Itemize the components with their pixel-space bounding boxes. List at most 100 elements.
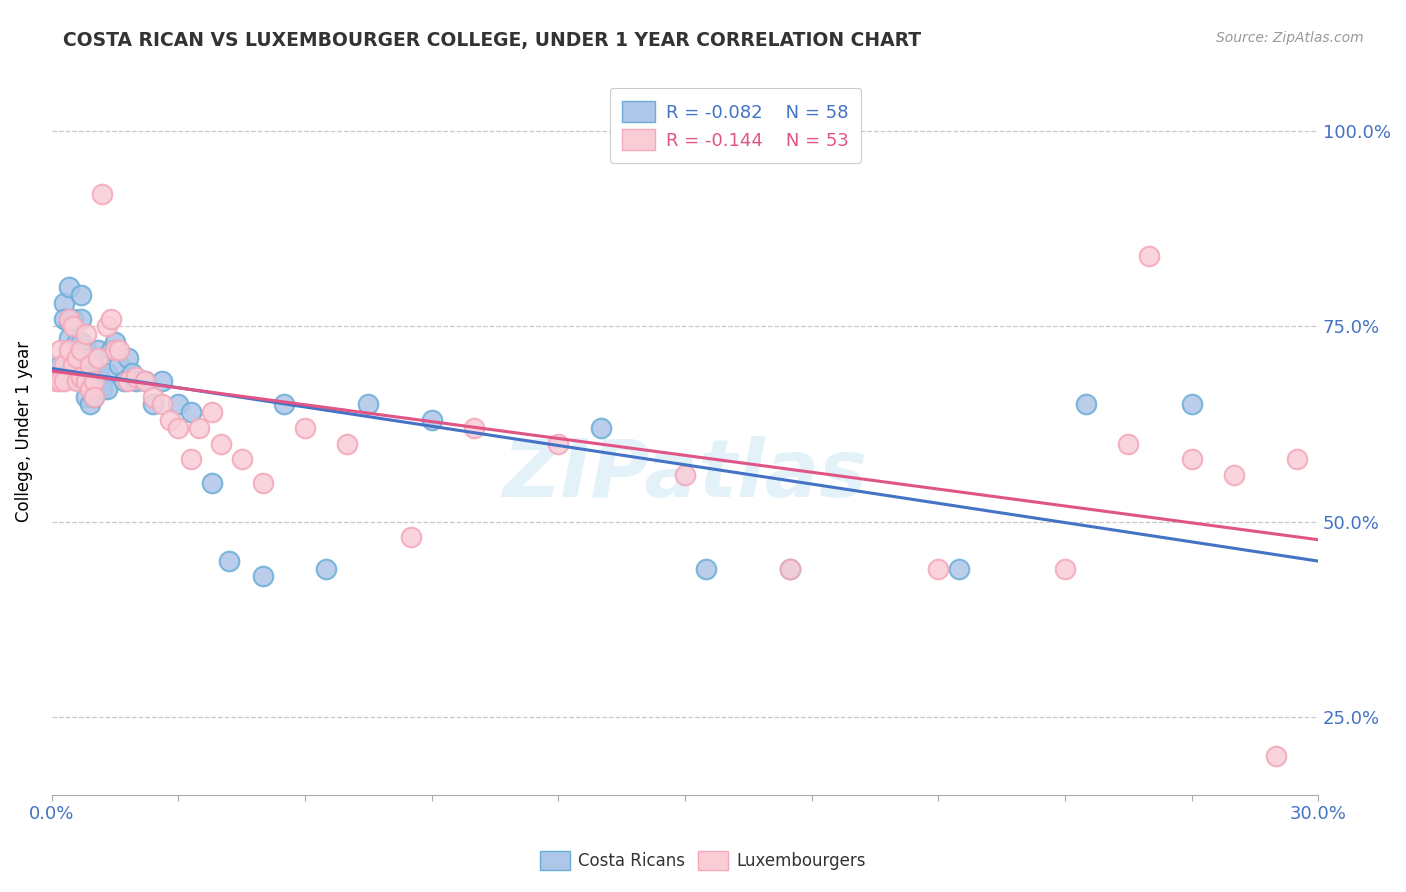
Point (49, 370, 72, 384)
Point (79, 374, 101, 388)
Point (66, 334, 89, 349)
Point (96, 382, 118, 396)
Point (547, 436, 569, 450)
Point (104, 334, 127, 349)
Point (463, 421, 485, 435)
Point (1074, 397, 1097, 411)
Point (70, 311, 93, 326)
Point (66, 370, 89, 384)
Point (948, 561, 970, 575)
Point (112, 374, 135, 388)
Point (45, 374, 67, 388)
Point (673, 467, 696, 482)
Point (58, 280, 80, 294)
Point (1264, 749, 1286, 764)
Point (125, 370, 148, 384)
Point (79, 397, 101, 411)
Point (117, 351, 139, 365)
Point (142, 390, 165, 404)
Point (87, 351, 110, 365)
Point (134, 374, 156, 388)
Point (66, 374, 89, 388)
Point (589, 421, 612, 435)
Point (75, 343, 97, 357)
Point (58, 311, 80, 326)
Point (100, 311, 122, 326)
Point (779, 561, 801, 575)
Point (420, 413, 443, 427)
Point (104, 343, 127, 357)
Point (167, 421, 190, 435)
Point (209, 436, 232, 450)
Point (70, 374, 93, 388)
Text: ZIPatlas: ZIPatlas (502, 436, 868, 515)
Point (125, 374, 148, 388)
Point (252, 569, 274, 583)
Point (62, 311, 84, 326)
Point (1285, 452, 1308, 467)
Point (49, 374, 72, 388)
Point (53, 374, 76, 388)
Point (1222, 467, 1244, 482)
Point (1053, 561, 1076, 575)
Point (79, 359, 101, 373)
Point (336, 436, 359, 450)
Point (66, 359, 89, 373)
Point (159, 413, 181, 427)
Point (45, 370, 67, 384)
Point (75, 327, 97, 342)
Point (79, 382, 101, 396)
Point (91, 374, 114, 388)
Point (62, 359, 84, 373)
Point (87, 366, 110, 380)
Point (167, 397, 190, 411)
Point (91, 382, 114, 396)
Point (315, 561, 337, 575)
Text: Source: ZipAtlas.com: Source: ZipAtlas.com (1216, 31, 1364, 45)
Point (294, 421, 316, 435)
Point (53, 311, 76, 326)
Point (53, 359, 76, 373)
Point (218, 554, 240, 568)
Point (134, 374, 156, 388)
Point (927, 561, 949, 575)
Point (58, 315, 80, 329)
Point (70, 288, 93, 302)
Point (108, 359, 131, 373)
Point (180, 452, 202, 467)
Point (62, 319, 84, 334)
Point (779, 561, 801, 575)
Point (83, 390, 105, 404)
Point (79, 351, 101, 365)
Legend: Costa Ricans, Luxembourgers: Costa Ricans, Luxembourgers (533, 844, 873, 877)
Point (357, 397, 380, 411)
Point (188, 421, 211, 435)
Point (96, 319, 118, 334)
Point (83, 390, 105, 404)
Point (1180, 452, 1202, 467)
Point (273, 397, 295, 411)
Point (75, 359, 97, 373)
Point (117, 374, 139, 388)
Point (150, 397, 173, 411)
Point (83, 374, 105, 388)
Point (87, 343, 110, 357)
Point (58, 331, 80, 345)
Point (1137, 249, 1160, 263)
Point (695, 561, 717, 575)
Point (49, 359, 72, 373)
Point (399, 530, 422, 544)
Point (121, 366, 143, 380)
Point (75, 390, 97, 404)
Point (70, 370, 93, 384)
Point (201, 405, 224, 419)
Point (66, 351, 89, 365)
Point (53, 296, 76, 310)
Point (180, 405, 202, 419)
Point (58, 343, 80, 357)
Point (62, 370, 84, 384)
Point (108, 343, 131, 357)
Point (1180, 397, 1202, 411)
Legend: R = -0.082    N = 58, R = -0.144    N = 53: R = -0.082 N = 58, R = -0.144 N = 53 (610, 88, 862, 162)
Text: COSTA RICAN VS LUXEMBOURGER COLLEGE, UNDER 1 YEAR CORRELATION CHART: COSTA RICAN VS LUXEMBOURGER COLLEGE, UND… (63, 31, 921, 50)
